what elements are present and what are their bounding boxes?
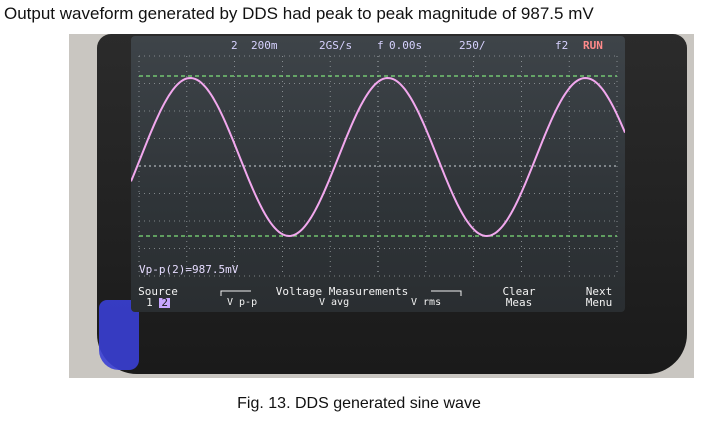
softkey-next-menu[interactable]: Next Menu: [585, 285, 613, 309]
blue-tape-patch: [99, 300, 139, 370]
figure-heading: Output waveform generated by DDS had pea…: [4, 4, 594, 23]
status-channel: 2: [231, 39, 238, 52]
status-time-offset: 0.00s: [389, 39, 423, 52]
status-time-div: 250/: [459, 39, 486, 52]
figure-caption: Fig. 13. DDS generated sine wave: [237, 395, 481, 412]
status-run-state: RUN: [583, 39, 603, 52]
softkey-clear-meas[interactable]: Clear Meas: [502, 285, 536, 309]
status-sample-rate: 2GS/s: [319, 39, 353, 52]
oscilloscope-photo: 2 200m 2GS/s f 0.00s 250/ f2 RUN Vp-p(2)…: [69, 34, 694, 378]
softkey-vpp[interactable]: V p-p: [227, 297, 258, 308]
softkey-group-title: Voltage Measurements: [275, 285, 409, 298]
softkey-source[interactable]: Source 1 2: [138, 285, 178, 309]
softkey-bar: Source 1 2 Voltage Measurements V p-p V …: [131, 284, 625, 310]
group-bracket: [220, 290, 462, 296]
sine-waveform: [131, 76, 625, 238]
scope-screen: 2 200m 2GS/s f 0.00s 250/ f2 RUN Vp-p(2)…: [131, 36, 625, 312]
status-trigger-channel: f2: [555, 39, 569, 52]
source-ch2-selected: 2: [159, 296, 170, 309]
softkey-vrms[interactable]: V rms: [411, 297, 442, 308]
softkey-vavg[interactable]: V avg: [319, 297, 350, 308]
graticule: [131, 55, 625, 277]
status-volts-div: 200m: [251, 39, 278, 52]
status-trigger-marker: f: [377, 39, 384, 52]
measurement-readout: Vp-p(2)=987.5mV: [139, 263, 239, 276]
